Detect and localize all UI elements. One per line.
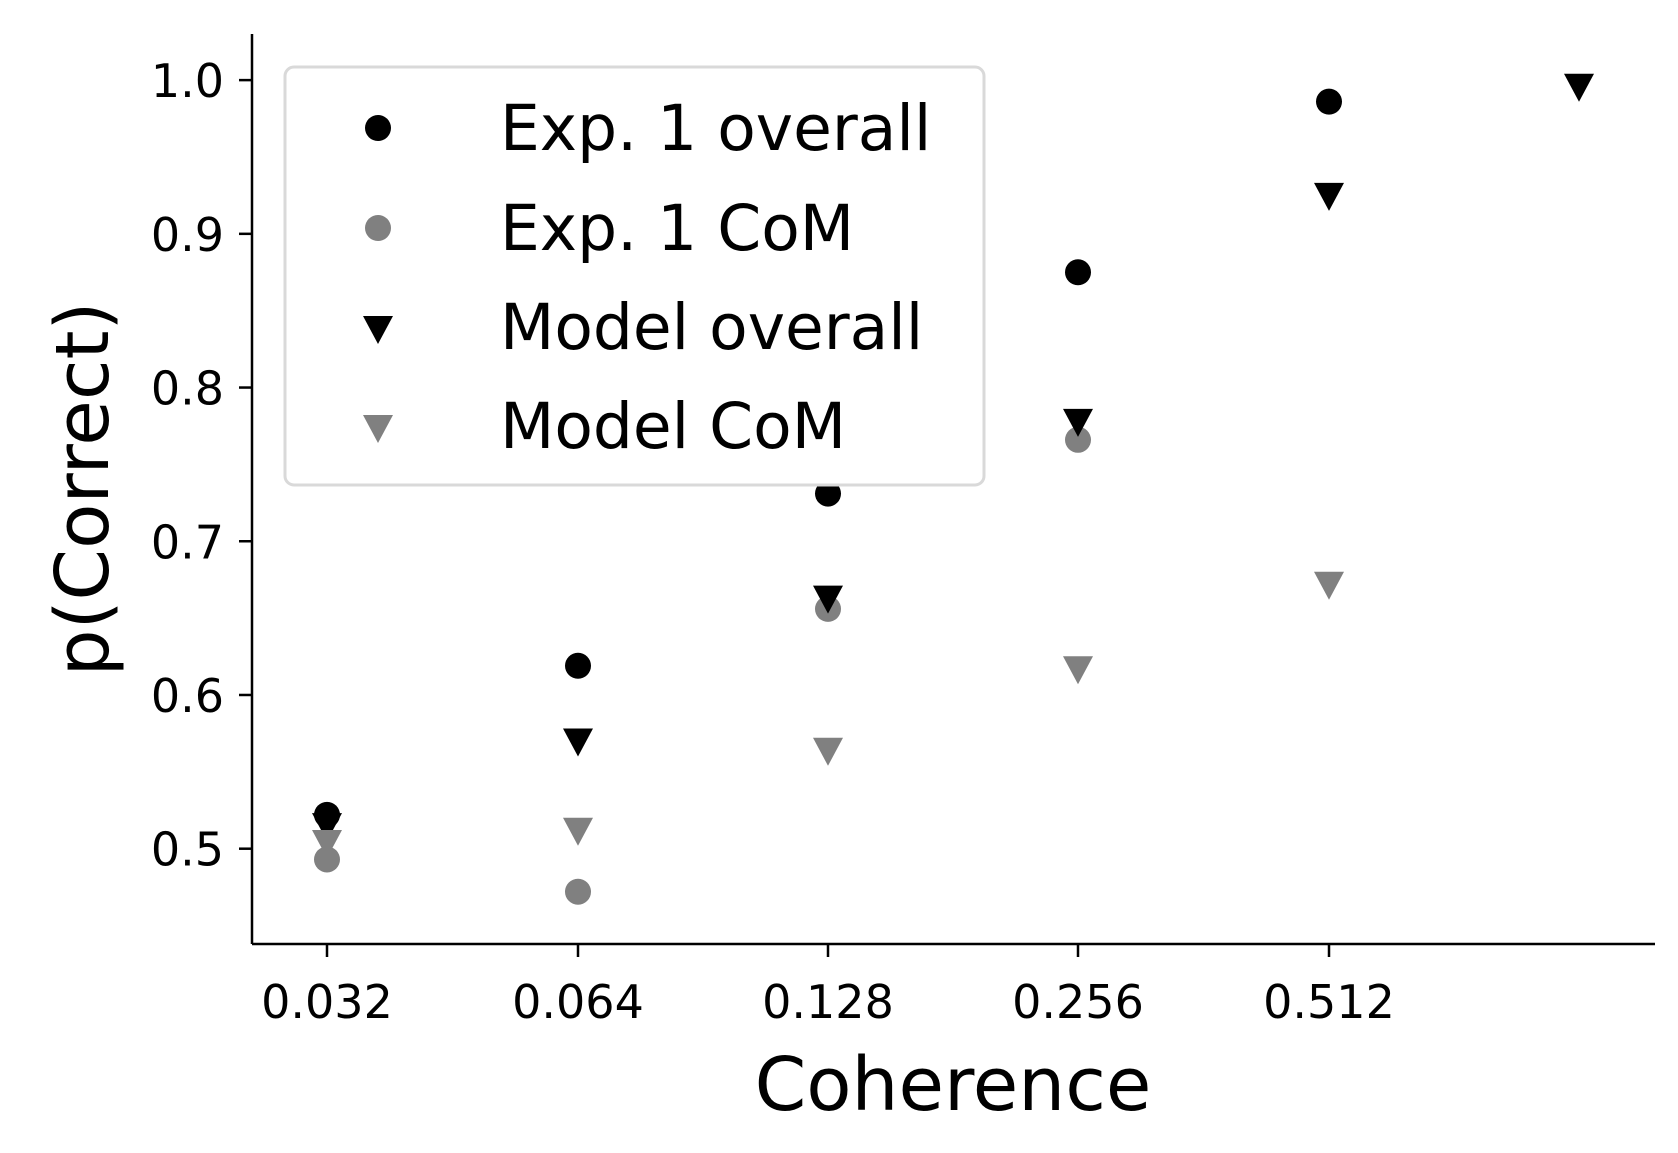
axes [250,34,1655,946]
x-tick-label: 0.128 [762,975,894,1029]
legend-label: Exp. 1 overall [500,92,931,165]
data-point [312,830,342,859]
data-point [1065,426,1091,453]
data-point [813,737,843,766]
data-point [813,585,843,614]
x-axis-title: Coherence [755,1042,1152,1128]
data-points [312,73,1594,905]
legend-marker [365,115,391,141]
legend-frame [283,65,986,487]
data-point [1065,259,1091,286]
y-tick-label: 0.6 [151,669,224,723]
y-tick-label: 0.8 [151,362,224,416]
data-point [1316,88,1342,115]
data-point [1063,408,1093,437]
x-tick-label: 0.512 [1263,975,1395,1029]
legend: Exp. 1 overall Exp. 1 CoM Model overall Mod… [283,65,986,487]
data-point [563,817,593,846]
data-point [563,728,593,757]
y-tick-label: 0.9 [151,208,224,262]
x-tick-label: 0.256 [1012,975,1144,1029]
legend-label: Model overall [500,291,923,364]
y-axis-title: p(Correct) [40,302,126,677]
x-tick-label: 0.032 [261,975,393,1029]
data-point [565,652,591,679]
legend-label: Exp. 1 CoM [500,192,854,265]
y-tick-label: 0.7 [151,515,224,569]
data-point [312,813,342,842]
data-point [1314,182,1344,211]
data-point [565,878,591,905]
legend-marker [365,215,391,241]
x-ticks: 0.032 0.064 0.128 0.256 0.512 [261,944,1395,1029]
x-tick-label: 0.064 [512,975,644,1029]
data-point [1564,73,1594,102]
legend-marker [363,415,393,443]
data-point [815,480,841,507]
legend-marker [363,316,393,344]
data-point [1063,656,1093,685]
y-tick-label: 0.5 [151,823,224,877]
y-tick-label: 1.0 [151,54,224,108]
legend-label: Model CoM [500,390,846,463]
data-point [314,846,340,873]
y-ticks: 0.5 0.6 0.7 0.8 0.9 1.0 [151,54,252,877]
data-point [1314,571,1344,600]
